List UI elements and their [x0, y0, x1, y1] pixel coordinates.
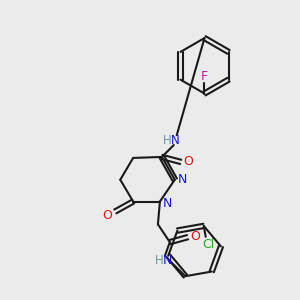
Text: N: N	[178, 173, 188, 186]
Text: H: H	[163, 134, 171, 147]
Text: O: O	[103, 209, 112, 222]
Text: F: F	[201, 70, 208, 83]
Text: N: N	[163, 254, 172, 268]
Text: N: N	[170, 134, 179, 147]
Text: O: O	[184, 155, 194, 168]
Text: H: H	[154, 254, 163, 268]
Text: O: O	[190, 230, 200, 243]
Text: Cl: Cl	[202, 238, 215, 251]
Text: N: N	[163, 197, 172, 210]
